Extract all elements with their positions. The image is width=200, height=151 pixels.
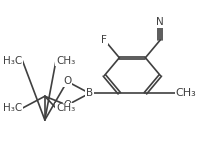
Text: H₃C: H₃C	[3, 56, 22, 66]
Text: O: O	[63, 76, 71, 86]
Text: H₃C: H₃C	[3, 103, 22, 113]
Text: O: O	[63, 100, 71, 110]
Text: CH₃: CH₃	[56, 103, 75, 113]
Text: CH₃: CH₃	[174, 88, 195, 98]
Text: N: N	[156, 17, 163, 27]
Text: F: F	[101, 35, 107, 45]
Text: CH₃: CH₃	[56, 56, 75, 66]
Text: B: B	[86, 88, 93, 98]
